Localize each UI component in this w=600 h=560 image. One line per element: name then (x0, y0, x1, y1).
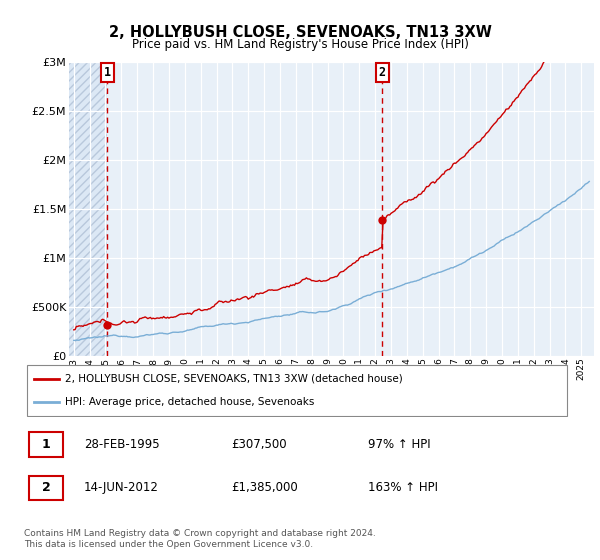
FancyBboxPatch shape (29, 432, 64, 456)
Bar (69, 62, 107, 356)
Text: 2, HOLLYBUSH CLOSE, SEVENOAKS, TN13 3XW: 2, HOLLYBUSH CLOSE, SEVENOAKS, TN13 3XW (109, 25, 491, 40)
Text: 2, HOLLYBUSH CLOSE, SEVENOAKS, TN13 3XW (detached house): 2, HOLLYBUSH CLOSE, SEVENOAKS, TN13 3XW … (65, 374, 403, 384)
Text: Contains HM Land Registry data © Crown copyright and database right 2024.
This d: Contains HM Land Registry data © Crown c… (24, 529, 376, 549)
Text: 2: 2 (42, 482, 51, 494)
FancyBboxPatch shape (27, 365, 567, 416)
Text: £307,500: £307,500 (232, 438, 287, 451)
Text: 1: 1 (104, 66, 111, 79)
Text: £1,385,000: £1,385,000 (232, 482, 298, 494)
Text: 163% ↑ HPI: 163% ↑ HPI (368, 482, 438, 494)
Text: 28-FEB-1995: 28-FEB-1995 (84, 438, 160, 451)
Text: Price paid vs. HM Land Registry's House Price Index (HPI): Price paid vs. HM Land Registry's House … (131, 38, 469, 50)
Text: 1: 1 (42, 438, 51, 451)
FancyBboxPatch shape (29, 476, 64, 500)
Text: 97% ↑ HPI: 97% ↑ HPI (368, 438, 431, 451)
Text: 14-JUN-2012: 14-JUN-2012 (84, 482, 159, 494)
Text: HPI: Average price, detached house, Sevenoaks: HPI: Average price, detached house, Seve… (65, 397, 314, 407)
Text: 2: 2 (379, 66, 386, 79)
